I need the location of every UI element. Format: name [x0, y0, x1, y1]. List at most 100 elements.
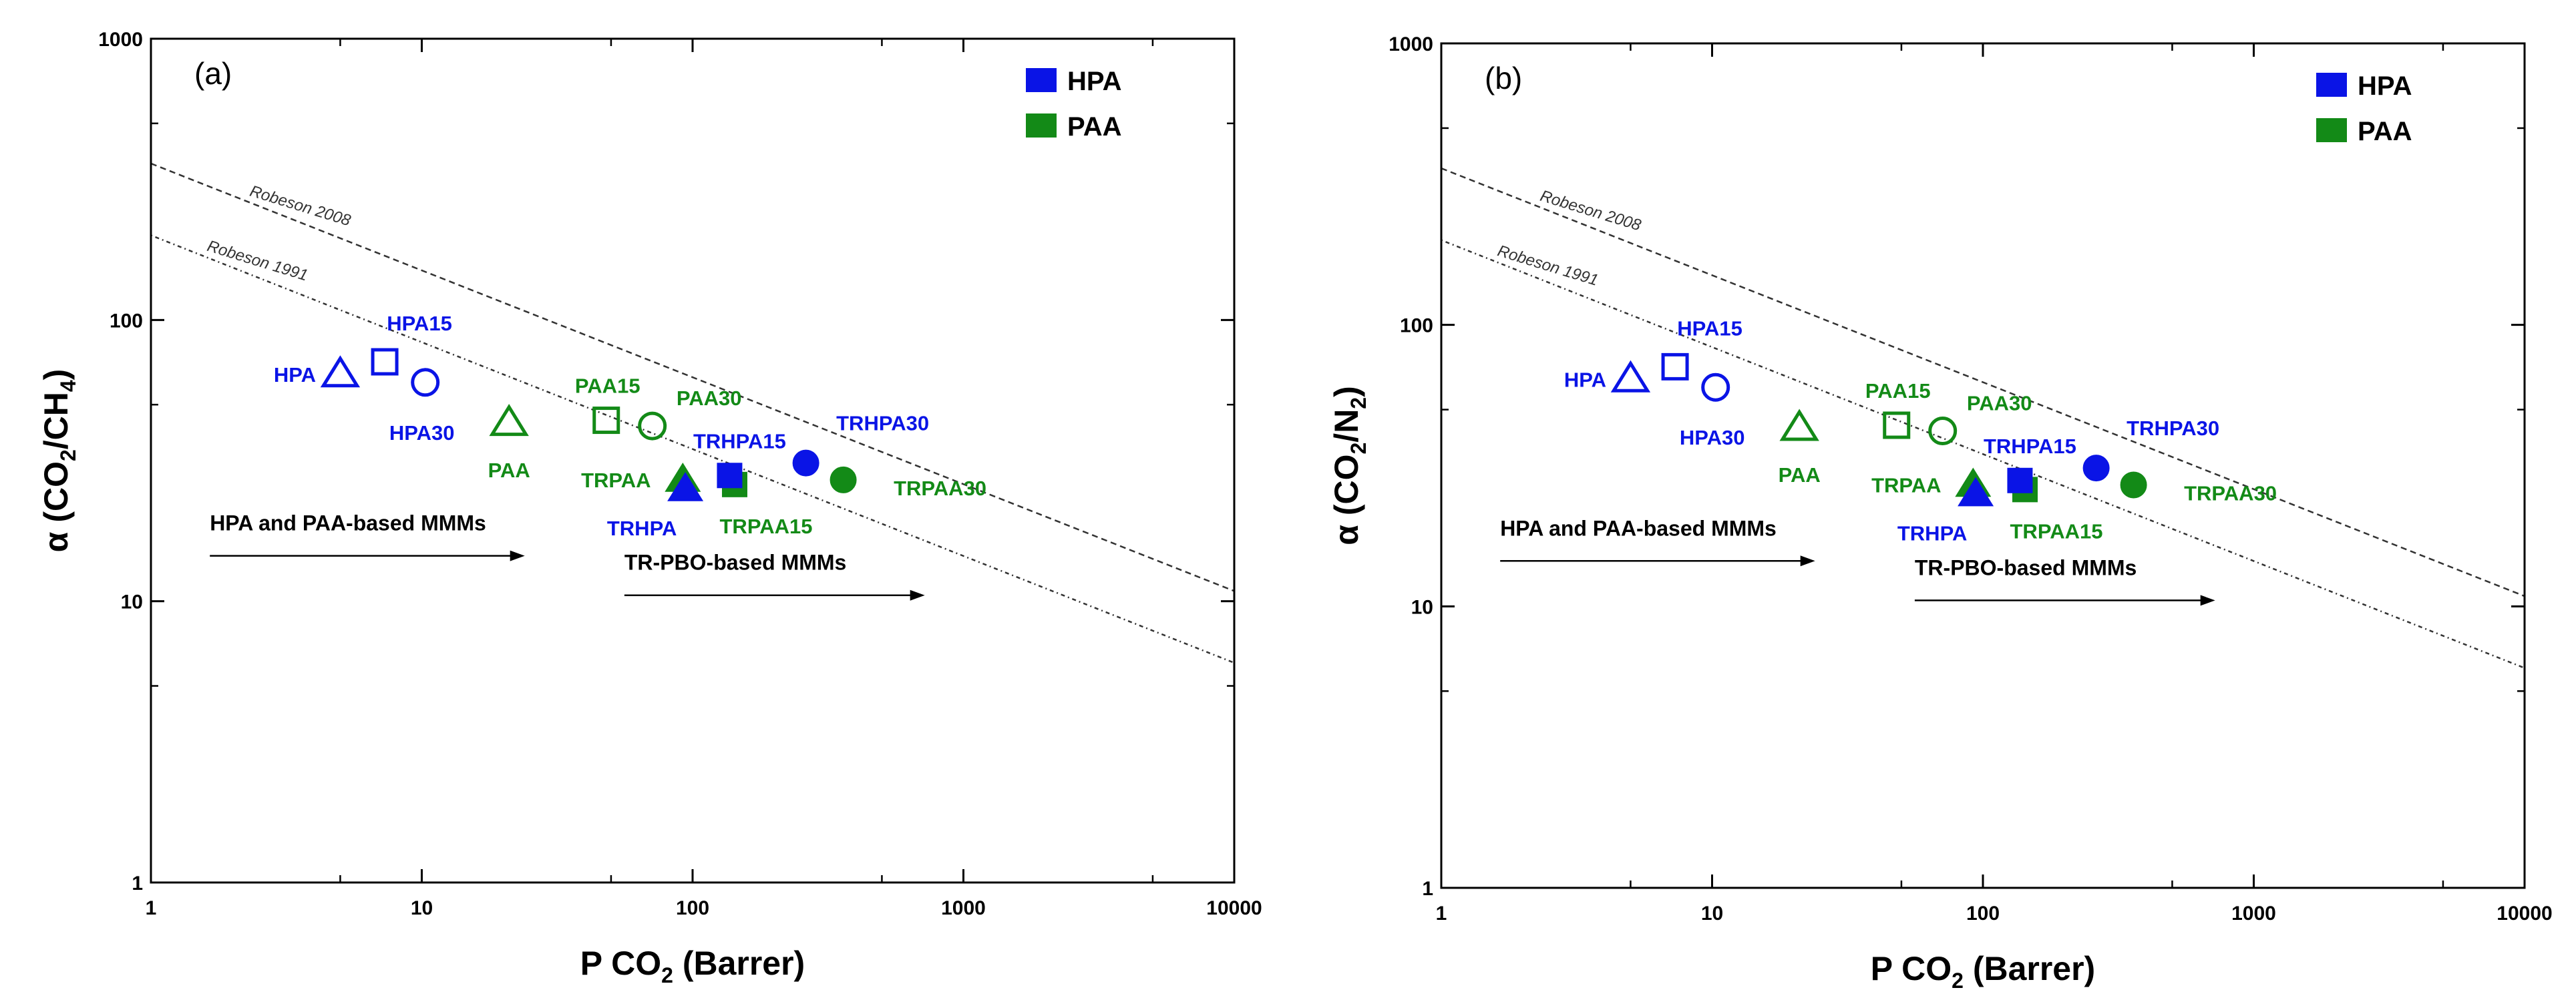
y-axis-title-text: α (CO — [1328, 454, 1365, 545]
plot-area — [1441, 167, 2525, 669]
y-axis-title-subscript: 2 — [1346, 443, 1370, 455]
point-label: PAA30 — [1967, 392, 2032, 415]
marker-square — [1661, 352, 1689, 381]
legend-swatch — [1026, 68, 1057, 92]
marker-circle — [411, 368, 440, 397]
x-axis-title-text: P CO — [1871, 950, 1952, 987]
point-label: PAA — [488, 459, 530, 482]
y-tick-label: 1 — [1422, 878, 1433, 900]
plot-area — [151, 162, 1234, 664]
point-label: TRPAA30 — [2184, 481, 2277, 505]
y-axis-title-text: ) — [37, 369, 75, 381]
point-label: TRPAA15 — [2010, 519, 2103, 543]
x-tick-label: 100 — [676, 897, 709, 919]
upper-bound-line — [151, 234, 1234, 664]
marker-circle — [830, 466, 857, 493]
marker-square — [717, 463, 743, 489]
marker-circle — [1701, 372, 1730, 402]
point-label: TRHPA — [607, 517, 677, 540]
x-axis-title-text: P CO — [580, 945, 661, 982]
marker-square — [1883, 411, 1911, 439]
point-label: TRPAA — [581, 469, 651, 492]
x-tick-label: 1 — [146, 897, 157, 919]
legend-label: PAA — [2358, 117, 2412, 146]
marker-circle — [638, 411, 667, 441]
point-label: HPA15 — [387, 312, 452, 335]
y-axis-title-text: /CH — [37, 392, 75, 449]
marker-square — [592, 407, 620, 435]
annotation-arrow-head — [1800, 555, 1815, 567]
point-label: TRPAA15 — [720, 515, 813, 538]
marker-circle — [2120, 471, 2147, 499]
y-axis-title: α (CO2/N2) — [1328, 386, 1370, 545]
annotation-text: HPA and PAA-based MMMs — [1500, 516, 1777, 540]
y-tick-label: 10 — [1411, 596, 1433, 618]
y-axis-title-subscript: 2 — [56, 449, 80, 461]
y-axis-title-text: ) — [1328, 386, 1365, 397]
point-label: HPA30 — [1680, 426, 1745, 449]
x-tick-label: 10000 — [2497, 903, 2552, 925]
point-label: TRHPA30 — [836, 412, 929, 435]
annotation-arrow-head — [510, 550, 525, 561]
legend-swatch — [2316, 118, 2347, 142]
point-label: HPA15 — [1677, 316, 1742, 340]
legend-swatch — [1026, 113, 1057, 138]
marker-circle — [1928, 417, 1958, 446]
x-tick-label: 10 — [1701, 903, 1723, 925]
marker-triangle — [1610, 360, 1651, 393]
y-tick-label: 100 — [110, 310, 143, 332]
annotation-text: TR-PBO-based MMMs — [624, 551, 846, 575]
y-axis-title: α (CO2/CH4) — [37, 369, 80, 553]
y-tick-label: 100 — [1400, 315, 1433, 337]
point-label: TRPAA — [1871, 473, 1941, 497]
annotation-text: HPA and PAA-based MMMs — [210, 511, 486, 535]
x-tick-label: 1000 — [941, 897, 986, 919]
y-tick-label: 10 — [121, 591, 143, 613]
annotation-arrow-head — [2200, 595, 2215, 606]
annotation-arrow-head — [910, 589, 925, 601]
marker-triangle — [1779, 409, 1819, 441]
x-tick-label: 10 — [411, 897, 433, 919]
point-label: HPA — [274, 363, 316, 387]
point-label: PAA30 — [677, 387, 742, 410]
legend-label: HPA — [1067, 67, 1121, 96]
legend-label: HPA — [2358, 71, 2412, 101]
point-label: TRHPA15 — [693, 429, 786, 453]
marker-triangle — [1958, 477, 1994, 507]
y-tick-label: 1 — [132, 872, 143, 895]
panel-label: (b) — [1485, 61, 1522, 95]
point-label: HPA — [1564, 368, 1606, 391]
marker-triangle — [667, 472, 704, 501]
y-axis-title-text: α (CO — [37, 461, 75, 552]
point-label: HPA30 — [389, 421, 455, 445]
y-axis-title-text: /N — [1328, 409, 1365, 443]
x-axis-title: P CO2 (Barrer) — [580, 945, 805, 987]
y-tick-label: 1000 — [1389, 33, 1433, 55]
x-tick-label: 100 — [1966, 903, 2000, 925]
point-label: TRHPA15 — [1984, 435, 2076, 458]
marker-square — [2007, 467, 2033, 493]
point-label: TRPAA30 — [894, 477, 986, 500]
x-axis-title-subscript: 2 — [661, 963, 673, 987]
legend-swatch — [2316, 73, 2347, 97]
point-label: PAA15 — [1865, 379, 1931, 403]
marker-circle — [792, 449, 819, 477]
marker-triangle — [489, 404, 529, 437]
marker-triangle — [320, 355, 361, 388]
panel-label: (a) — [194, 56, 232, 91]
x-tick-label: 10000 — [1206, 897, 1262, 919]
point-label: PAA15 — [575, 374, 640, 398]
x-tick-label: 1000 — [2231, 903, 2276, 925]
upper-bound-line — [1441, 239, 2525, 669]
x-axis-title-subscript: 2 — [1952, 969, 1964, 993]
point-label: TRHPA — [1897, 522, 1967, 545]
upper-bound-line — [1441, 167, 2525, 597]
upper-bound-line — [151, 162, 1234, 592]
y-tick-label: 1000 — [98, 29, 143, 51]
marker-circle — [2082, 455, 2110, 482]
y-axis-title-subscript: 4 — [56, 380, 80, 392]
x-axis-title-unit: (Barrer) — [673, 945, 805, 982]
x-axis-title: P CO2 (Barrer) — [1871, 950, 2095, 993]
